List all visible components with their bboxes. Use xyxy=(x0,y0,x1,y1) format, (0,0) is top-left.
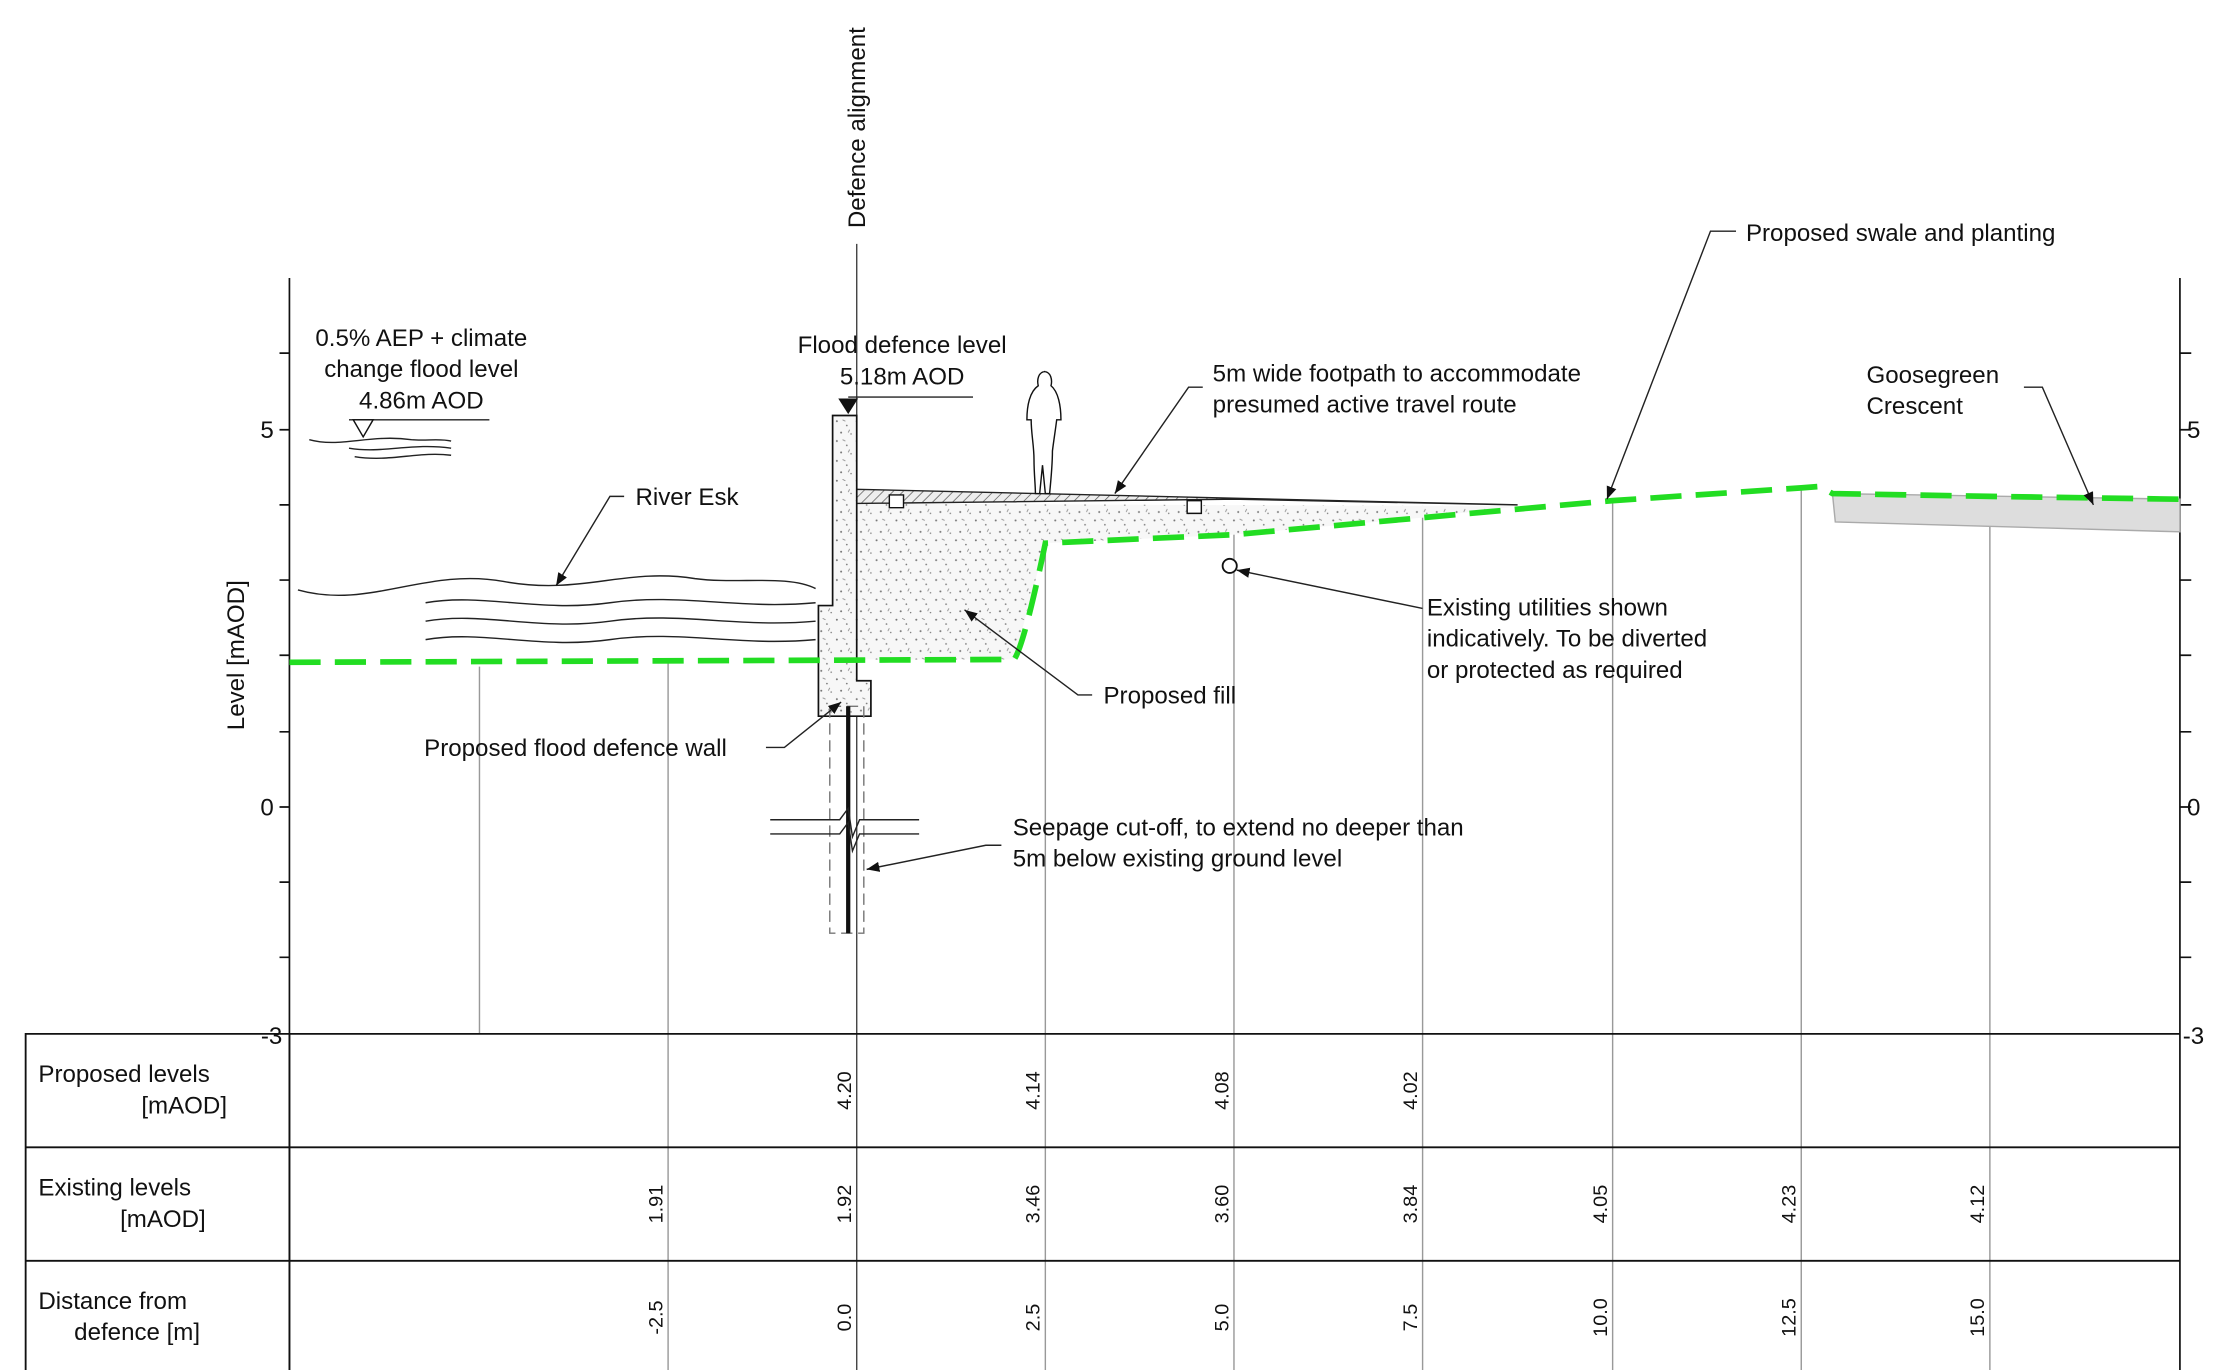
annotation: indicatively. To be diverted xyxy=(1427,626,1707,653)
kerb xyxy=(888,494,1203,515)
row-label: Distance from xyxy=(38,1288,187,1315)
proposed-fill xyxy=(856,503,1518,660)
table-value: 12.5 xyxy=(1779,1298,1801,1337)
axis-tick: 0 xyxy=(2187,794,2200,821)
annotation: 4.86m AOD xyxy=(359,387,484,414)
table-value: 4.08 xyxy=(1211,1071,1233,1110)
table-value: 0.0 xyxy=(834,1304,856,1332)
annotation: Seepage cut-off, to extend no deeper tha… xyxy=(1013,814,1464,841)
axis-tick: 0 xyxy=(260,794,273,821)
table-value: 2.5 xyxy=(1023,1304,1045,1332)
level-marker xyxy=(838,398,859,415)
axis-tick: 5 xyxy=(2187,417,2200,444)
table-value: 7.5 xyxy=(1400,1304,1422,1332)
annotation: 5m wide footpath to accommodate xyxy=(1213,361,1581,388)
annotation: Crescent xyxy=(1866,393,1963,420)
utility xyxy=(1221,557,1238,574)
row-label: [mAOD] xyxy=(141,1092,227,1119)
annotation: presumed active travel route xyxy=(1213,392,1517,419)
table-value: 4.12 xyxy=(1967,1185,1989,1224)
annotation: 0.5% AEP + climate xyxy=(315,325,527,352)
alignment-label: Defence alignment xyxy=(844,27,871,228)
table-value: 15.0 xyxy=(1967,1298,1989,1337)
annotation: River Esk xyxy=(635,484,739,511)
axis-tick: -3 xyxy=(2183,1023,2204,1050)
table-value: 4.14 xyxy=(1023,1071,1045,1110)
level-marker xyxy=(352,419,375,439)
table-value: 4.23 xyxy=(1779,1185,1801,1224)
annotation: 5.18m AOD xyxy=(840,363,965,390)
grid-lines xyxy=(478,487,1991,1370)
table-value: 3.60 xyxy=(1211,1185,1233,1224)
break-symbol xyxy=(770,806,920,854)
table-value: 1.92 xyxy=(834,1185,856,1224)
person xyxy=(1026,370,1062,495)
annotation: Proposed flood defence wall xyxy=(424,735,727,762)
row-label: [mAOD] xyxy=(120,1206,206,1233)
annotation: Proposed fill xyxy=(1103,682,1236,709)
table-value: 10.0 xyxy=(1590,1298,1612,1337)
table-value: 3.84 xyxy=(1400,1185,1422,1224)
table-value: 4.02 xyxy=(1400,1071,1422,1110)
annotation: Goosegreen xyxy=(1866,362,1999,389)
axis-title: Level [mAOD] xyxy=(223,580,250,730)
existing-ground xyxy=(289,483,2180,666)
table-value: 3.46 xyxy=(1023,1185,1045,1224)
table-frame xyxy=(24,1032,2180,1370)
annotation: change flood level xyxy=(324,356,518,383)
axis-tick: 5 xyxy=(260,417,273,444)
table-value: 4.20 xyxy=(834,1071,856,1110)
leaders xyxy=(555,230,2095,872)
row-label: Proposed levels xyxy=(38,1061,209,1088)
annotation: or protected as required xyxy=(1427,657,1683,684)
annotation: Proposed swale and planting xyxy=(1746,220,2055,247)
row-label: Existing levels xyxy=(38,1175,191,1202)
flood-wall xyxy=(817,414,872,718)
annotation: Existing utilities shown xyxy=(1427,595,1668,622)
annotation: 5m below existing ground level xyxy=(1013,846,1342,873)
table-value: 1.91 xyxy=(645,1185,667,1224)
table-value: 5.0 xyxy=(1211,1304,1233,1332)
river-waves xyxy=(297,437,816,644)
table: Proposed levels [mAOD] 4.20 4.14 4.08 4.02 Exi… xyxy=(38,1061,1989,1346)
axis-tick: -3 xyxy=(261,1023,282,1050)
annotation: Flood defence level xyxy=(798,332,1007,359)
table-value: -2.5 xyxy=(645,1300,667,1334)
table-value: 4.05 xyxy=(1590,1185,1612,1224)
row-label: defence [m] xyxy=(74,1319,200,1346)
